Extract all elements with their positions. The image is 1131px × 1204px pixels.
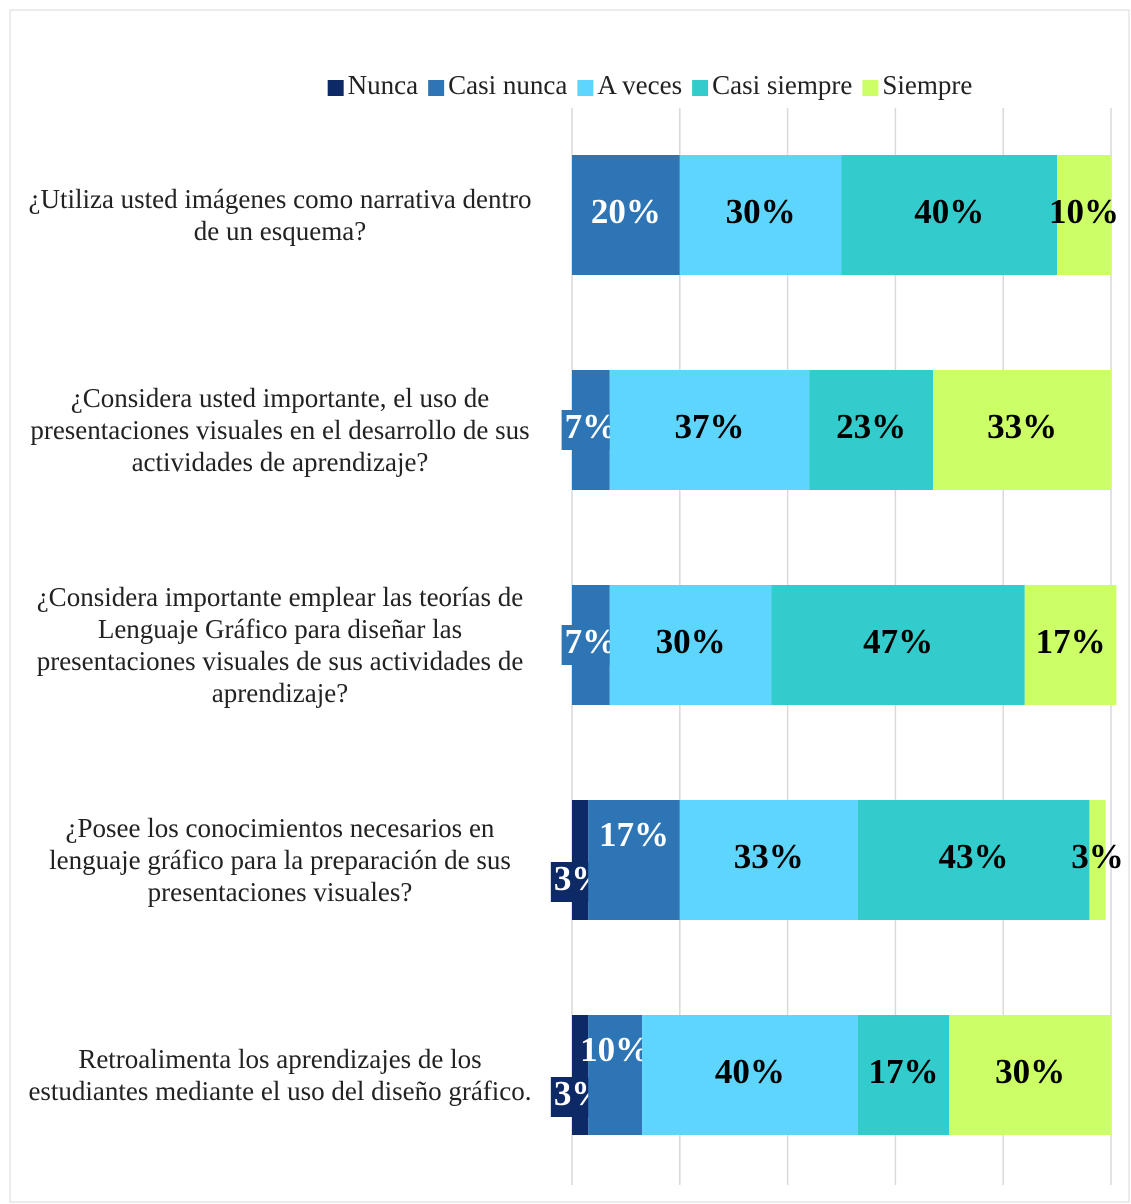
bar-segment bbox=[809, 370, 934, 490]
bar-segment bbox=[609, 585, 772, 705]
legend-label: A veces bbox=[597, 70, 682, 100]
legend-label: Nunca bbox=[348, 70, 418, 100]
data-label: 17% bbox=[868, 1052, 938, 1091]
legend-swatch bbox=[428, 80, 445, 96]
data-label: 3% bbox=[1071, 837, 1124, 876]
data-label: 7% bbox=[565, 622, 618, 661]
bar-segment bbox=[857, 1015, 950, 1135]
bar-segment bbox=[679, 800, 858, 920]
data-label: 40% bbox=[914, 192, 984, 231]
bar-segment bbox=[771, 585, 1025, 705]
data-label: 33% bbox=[734, 837, 804, 876]
data-label: 23% bbox=[836, 407, 906, 446]
category-label: ¿Considera usted importante, el uso de p… bbox=[30, 383, 530, 477]
bar-segment bbox=[588, 1015, 643, 1135]
legend-swatch bbox=[577, 80, 594, 96]
category-label: ¿Considera importante emplear las teoría… bbox=[36, 582, 524, 708]
legend-label: Casi nunca bbox=[448, 70, 567, 100]
data-label: 33% bbox=[987, 407, 1057, 446]
category-label: ¿Utiliza usted imágenes como narrativa d… bbox=[28, 184, 532, 246]
category-label: Retroalimenta los aprendizajes de los es… bbox=[28, 1044, 532, 1106]
bar-segment bbox=[642, 1015, 858, 1135]
data-label: 30% bbox=[995, 1052, 1065, 1091]
bar-segment bbox=[841, 155, 1058, 275]
bar-segment bbox=[679, 155, 842, 275]
data-label: 10% bbox=[580, 1030, 650, 1069]
data-label: 47% bbox=[863, 622, 933, 661]
data-label: 30% bbox=[726, 192, 796, 231]
data-label: 10% bbox=[1049, 192, 1119, 231]
bar-segment bbox=[949, 1015, 1111, 1135]
data-label: 7% bbox=[565, 407, 618, 446]
legend-swatch bbox=[862, 80, 879, 96]
bar-segment bbox=[857, 800, 1090, 920]
data-label: 30% bbox=[656, 622, 726, 661]
data-label: 17% bbox=[599, 815, 669, 854]
data-label: 20% bbox=[591, 192, 661, 231]
data-label: 43% bbox=[939, 837, 1009, 876]
bar-segment bbox=[1024, 585, 1117, 705]
legend-label: Siempre bbox=[882, 70, 972, 100]
bar-segment bbox=[1057, 155, 1111, 275]
bar-segment bbox=[1089, 800, 1106, 920]
data-label: 40% bbox=[715, 1052, 785, 1091]
bar-segment bbox=[572, 155, 680, 275]
bar-segment bbox=[588, 800, 680, 920]
data-label: 17% bbox=[1036, 622, 1106, 661]
legend-swatch bbox=[327, 80, 344, 96]
bar-segment bbox=[609, 370, 810, 490]
legend-swatch bbox=[692, 80, 709, 96]
bar-segment bbox=[933, 370, 1111, 490]
data-label: 37% bbox=[674, 407, 744, 446]
category-label: ¿Posee los conocimientos necesarios en l… bbox=[49, 813, 511, 907]
legend-label: Casi siempre bbox=[712, 70, 852, 100]
